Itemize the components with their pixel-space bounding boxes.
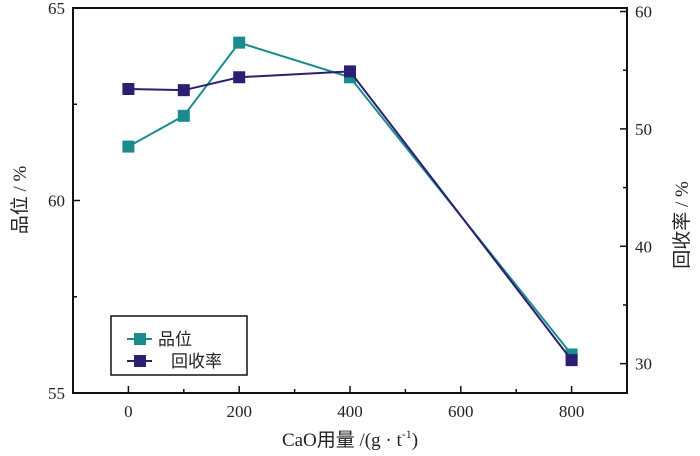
y-right-tick-label: 30: [635, 355, 652, 374]
y-left-tick-label: 60: [48, 192, 65, 211]
x-tick-label: 800: [559, 402, 585, 421]
data-point-grade: [177, 109, 190, 122]
series-line-grade: [127, 41, 573, 356]
y-axis-left-title: 品位 / %: [9, 166, 31, 235]
legend-label-grade: 品位: [158, 330, 192, 349]
legend-marker-recovery: [134, 355, 146, 367]
y-right-tick-label: 60: [635, 3, 652, 22]
data-point-recovery: [122, 82, 135, 95]
data-point-recovery: [233, 71, 246, 84]
legend-marker-grade: [134, 333, 146, 345]
x-tick-label: 0: [124, 402, 133, 421]
y-left-tick-label: 55: [48, 384, 65, 403]
x-tick-label: 400: [337, 402, 363, 421]
y-left-tick-label: 65: [48, 0, 65, 18]
x-tick-label: 600: [448, 402, 474, 421]
data-point-grade: [122, 140, 135, 153]
y-right-tick-label: 40: [635, 237, 652, 256]
legend: 品位 回收率: [110, 315, 248, 376]
data-point-recovery: [344, 65, 356, 78]
legend-label-recovery: 回收率: [171, 352, 222, 371]
x-axis-title: CaO用量 /(g · t-1): [282, 427, 418, 451]
data-point-recovery: [565, 354, 578, 367]
data-point-grade: [233, 36, 246, 49]
legend-box: [110, 315, 248, 376]
x-tick-label: 200: [226, 402, 252, 421]
y-right-tick-label: 50: [635, 120, 652, 139]
y-axis-right-title: 回收率 / %: [671, 181, 693, 269]
data-point-recovery: [177, 84, 190, 97]
